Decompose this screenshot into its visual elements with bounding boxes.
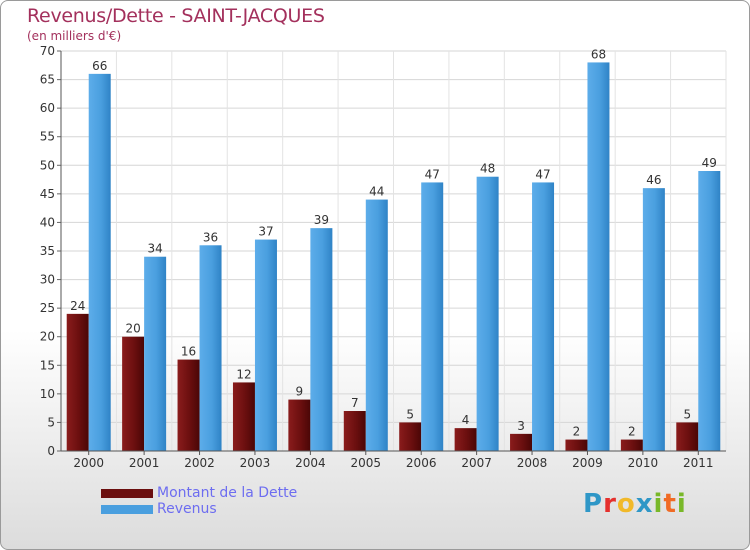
y-tick-label: 60 [40, 101, 55, 115]
bar-dette[interactable] [232, 382, 255, 451]
bar-dette[interactable] [565, 439, 588, 451]
data-label-revenus: 37 [258, 225, 273, 239]
data-label-dette: 9 [296, 385, 304, 399]
data-label-revenus: 68 [591, 47, 606, 61]
legend-swatch-revenus [101, 505, 153, 514]
y-tick-label: 45 [40, 187, 55, 201]
data-label-revenus: 34 [147, 242, 162, 256]
x-axis: 2000 2001 2002 2003 2004 2005 2006 2007 2008 2009… [61, 450, 726, 470]
y-tick-label: 20 [40, 330, 55, 344]
y-axis: 0 5 10 15 20 25 30 35 40 45 50 55 60 65 70 [40, 44, 62, 458]
y-tick-label: 15 [40, 358, 55, 372]
x-tick-label: 2004 [295, 456, 326, 470]
bar-revenus[interactable] [88, 73, 111, 451]
bar-revenus[interactable] [642, 188, 665, 451]
data-label-dette: 3 [517, 419, 525, 433]
data-label-dette: 16 [181, 345, 196, 359]
y-tick-label: 40 [40, 215, 55, 229]
bar-dette[interactable] [676, 422, 699, 451]
bar-dette[interactable] [454, 428, 477, 451]
bar-dette[interactable] [177, 359, 200, 451]
chart-subtitle: (en milliers d'€) [27, 29, 122, 43]
x-tick-label: 2011 [683, 456, 714, 470]
bar-dette[interactable] [122, 336, 145, 451]
bar-revenus[interactable] [532, 182, 555, 451]
bar-revenus[interactable] [587, 62, 610, 452]
bar-revenus[interactable] [698, 171, 721, 451]
grid-lines [60, 50, 727, 452]
bar-revenus[interactable] [476, 176, 499, 451]
data-label-dette: 4 [462, 413, 470, 427]
bar-dette[interactable] [399, 422, 422, 451]
x-tick-label: 2000 [73, 456, 104, 470]
bar-revenus[interactable] [144, 256, 167, 451]
bar-dette[interactable] [66, 313, 89, 451]
x-tick-label: 2005 [351, 456, 382, 470]
proxiti-logo[interactable]: Proxiti [583, 489, 687, 519]
x-tick-label: 2007 [461, 456, 492, 470]
bar-revenus[interactable] [310, 228, 333, 451]
y-tick-label: 50 [40, 158, 55, 172]
legend-label-dette: Montant de la Dette [157, 485, 298, 501]
data-label-dette: 7 [351, 396, 359, 410]
data-label-revenus: 44 [369, 185, 384, 199]
data-label-dette: 24 [70, 299, 85, 313]
chart-title: Revenus/Dette - SAINT-JACQUES [27, 5, 325, 27]
y-tick-label: 30 [40, 273, 55, 287]
y-tick-label: 70 [40, 44, 55, 58]
x-tick-label: 2002 [184, 456, 215, 470]
data-label-revenus: 39 [314, 213, 329, 227]
bar-revenus[interactable] [254, 239, 277, 451]
data-label-revenus: 48 [480, 162, 495, 176]
legend-swatch-dette [101, 489, 153, 498]
y-tick-label: 5 [47, 415, 55, 429]
y-tick-label: 10 [40, 387, 55, 401]
x-tick-label: 2001 [129, 456, 160, 470]
data-label-dette: 2 [573, 425, 581, 439]
bar-dette[interactable] [510, 433, 533, 451]
x-tick-label: 2008 [517, 456, 548, 470]
bar-revenus[interactable] [421, 182, 444, 451]
y-tick-label: 65 [40, 73, 55, 87]
data-label-revenus: 46 [646, 173, 661, 187]
data-label-revenus: 47 [535, 167, 550, 181]
data-label-dette: 5 [406, 407, 414, 421]
y-tick-label: 35 [40, 244, 55, 258]
x-tick-label: 2003 [240, 456, 271, 470]
data-label-revenus: 66 [92, 59, 107, 73]
data-label-revenus: 49 [702, 156, 717, 170]
bar-revenus[interactable] [365, 199, 388, 451]
legend-label-revenus: Revenus [157, 501, 217, 517]
x-tick-label: 2010 [628, 456, 659, 470]
data-label-revenus: 36 [203, 230, 218, 244]
y-tick-label: 0 [47, 444, 55, 458]
bar-dette[interactable] [288, 399, 311, 451]
y-tick-label: 25 [40, 301, 55, 315]
bar-revenus[interactable] [199, 245, 222, 451]
data-label-dette: 2 [628, 425, 636, 439]
data-label-dette: 20 [125, 322, 140, 336]
data-label-dette: 12 [236, 367, 251, 381]
x-tick-label: 2009 [572, 456, 603, 470]
data-label-dette: 5 [683, 407, 691, 421]
y-tick-label: 55 [40, 130, 55, 144]
bar-dette[interactable] [343, 411, 366, 451]
bars: 24 66 20 34 16 36 12 37 9 39 7 44 5 47 4 48 3 47 2 68 2 46 5 49 [66, 47, 721, 452]
data-label-revenus: 47 [425, 167, 440, 181]
x-tick-label: 2006 [406, 456, 437, 470]
bar-dette[interactable] [620, 439, 643, 451]
